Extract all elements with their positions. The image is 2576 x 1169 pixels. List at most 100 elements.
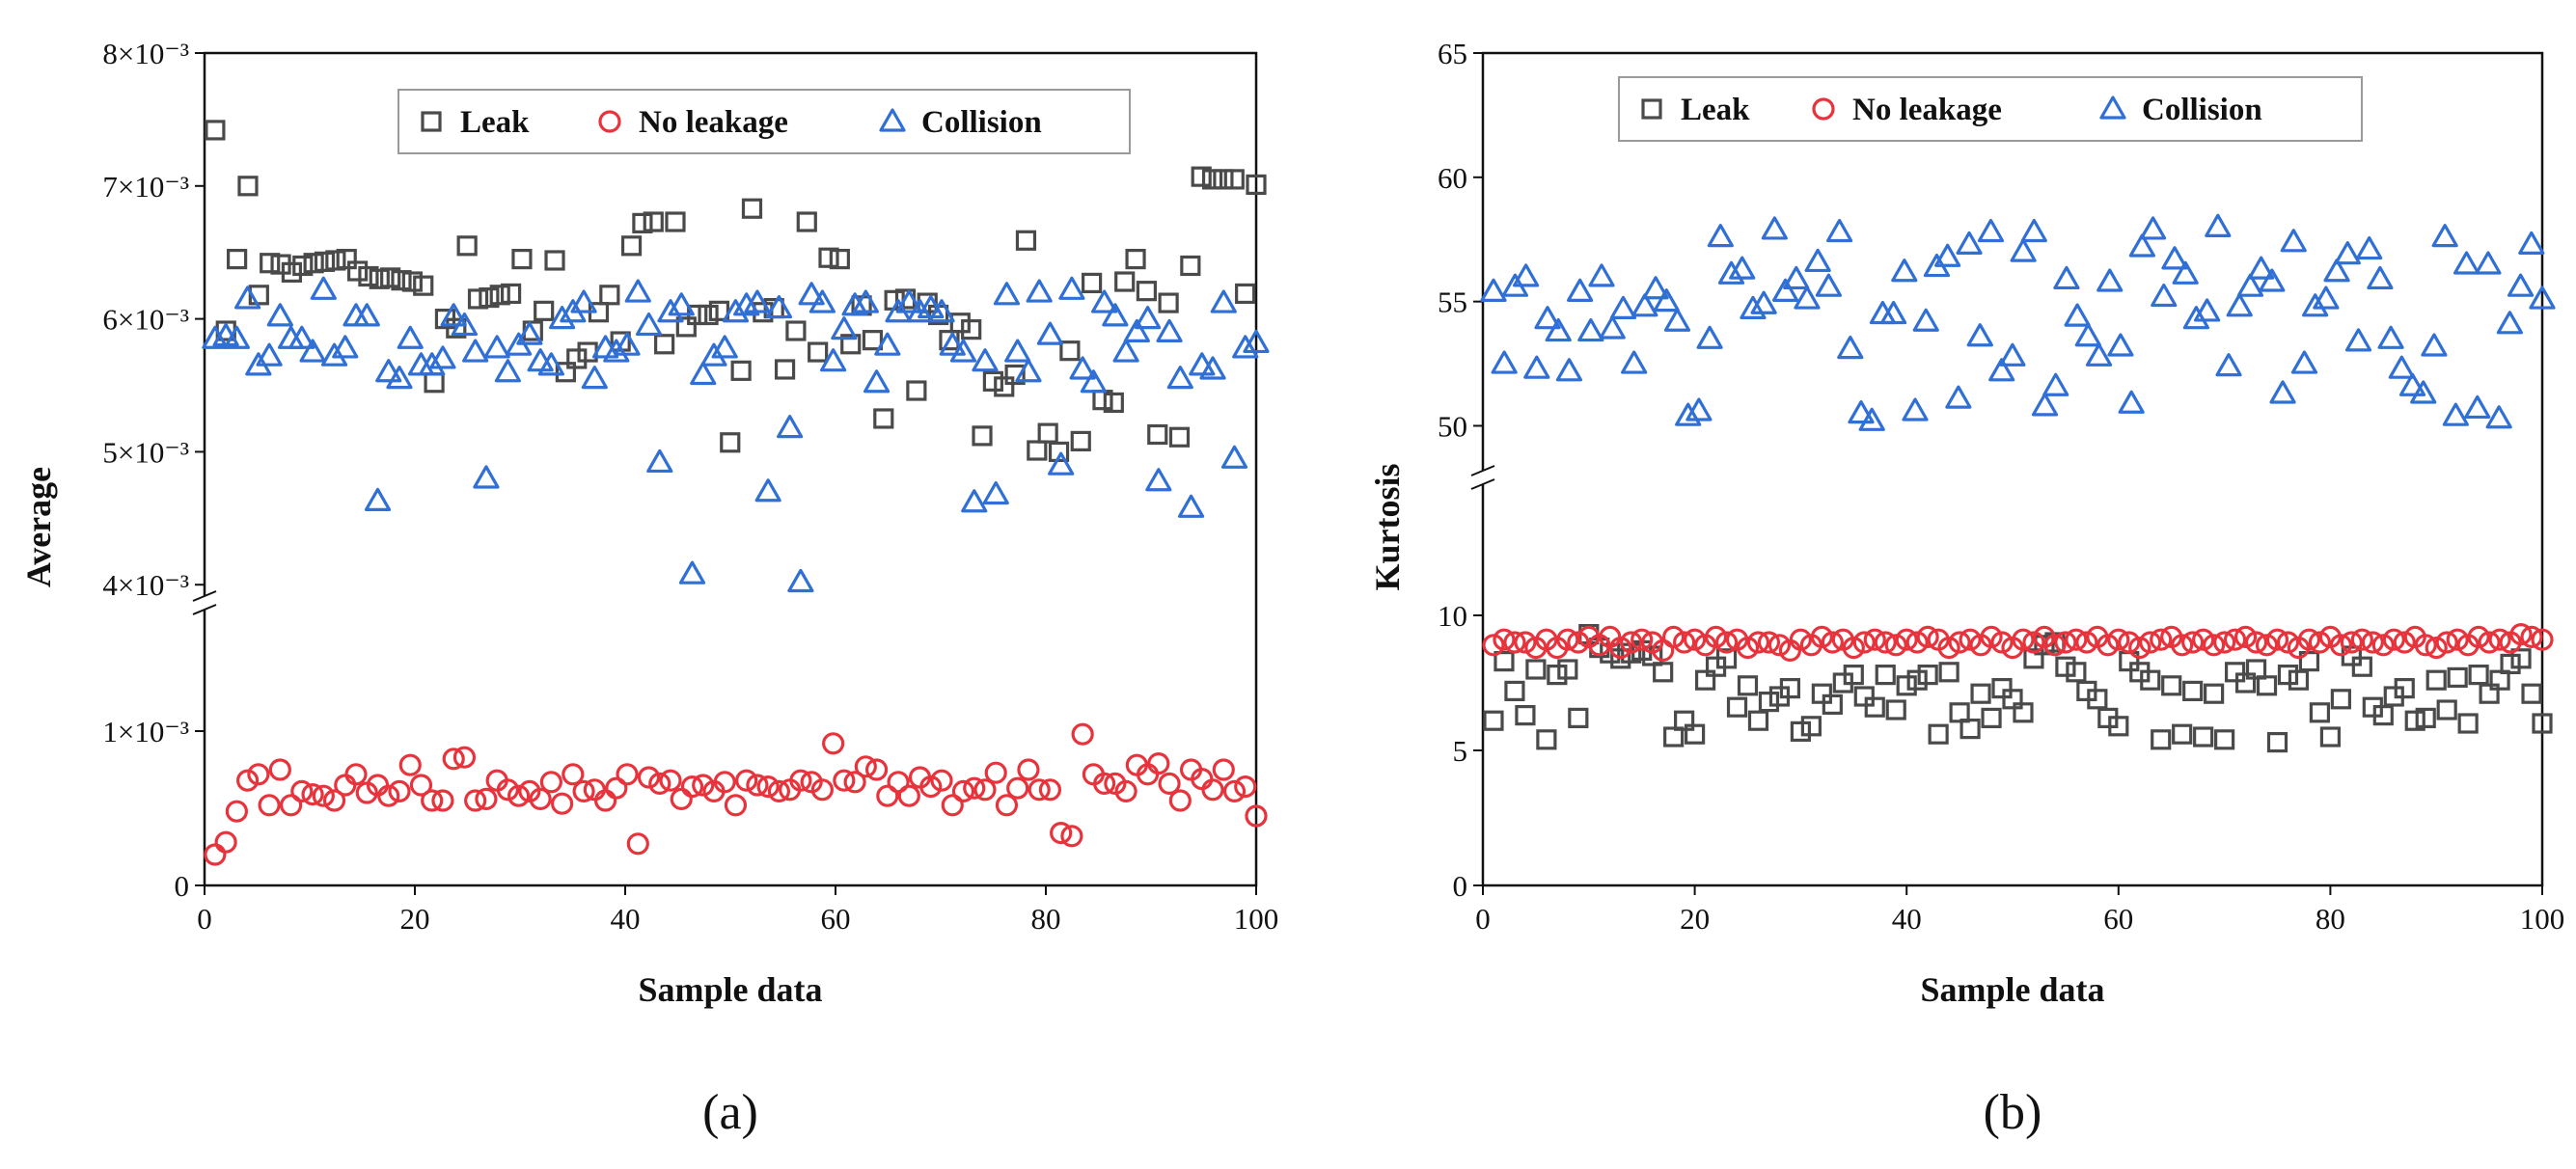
data-point bbox=[1631, 628, 1654, 651]
data-point bbox=[843, 771, 866, 794]
data-point bbox=[1555, 358, 1583, 382]
data-point bbox=[1514, 631, 1537, 654]
data-point bbox=[1006, 776, 1029, 800]
x-tick-label: 100 bbox=[1234, 902, 1279, 936]
data-point bbox=[961, 319, 982, 340]
data-point bbox=[227, 248, 248, 270]
data-point bbox=[1891, 258, 1918, 283]
legend-label: Collision bbox=[2142, 93, 2262, 127]
data-point bbox=[1717, 260, 1745, 285]
data-point bbox=[787, 568, 814, 593]
data-point bbox=[1026, 279, 1053, 303]
data-point bbox=[818, 247, 839, 268]
data-point bbox=[2151, 729, 2172, 750]
data-point bbox=[1015, 230, 1037, 251]
x-tick-label: 0 bbox=[197, 902, 212, 936]
break-mark bbox=[1470, 478, 1495, 490]
data-point bbox=[2139, 216, 2167, 240]
data-point bbox=[555, 362, 576, 383]
data-point bbox=[2075, 631, 2098, 654]
data-point bbox=[2309, 702, 2331, 723]
data-point bbox=[2265, 628, 2289, 651]
data-point bbox=[2023, 648, 2044, 669]
data-point bbox=[2172, 260, 2199, 285]
data-point bbox=[2226, 293, 2253, 317]
data-point bbox=[1902, 397, 1929, 421]
data-point bbox=[635, 312, 663, 337]
data-point bbox=[1991, 677, 2013, 699]
data-point bbox=[1220, 445, 1248, 469]
data-point bbox=[1180, 255, 1201, 277]
data-point bbox=[1125, 248, 1146, 270]
data-point bbox=[1675, 402, 1702, 426]
data-point bbox=[2043, 634, 2067, 657]
data-point bbox=[2532, 713, 2553, 734]
data-point bbox=[2382, 628, 2405, 651]
data-point bbox=[1848, 399, 1875, 424]
data-point bbox=[1245, 804, 1268, 828]
data-point bbox=[1674, 710, 1695, 731]
data-point bbox=[2203, 634, 2226, 657]
data-point bbox=[234, 285, 261, 310]
data-point bbox=[1885, 699, 1906, 720]
data-point bbox=[1959, 628, 1982, 651]
x-axis-title: Sample data bbox=[1920, 970, 2104, 1009]
data-point bbox=[2351, 656, 2372, 677]
data-point bbox=[1201, 169, 1223, 190]
data-point bbox=[1523, 355, 1550, 379]
data-point bbox=[2042, 372, 2069, 396]
data-point bbox=[1758, 691, 1780, 713]
data-point bbox=[1134, 306, 1162, 330]
data-point bbox=[2181, 631, 2205, 654]
data-point bbox=[2107, 333, 2134, 357]
data-point bbox=[735, 769, 758, 792]
data-point bbox=[2313, 285, 2340, 310]
data-point bbox=[1715, 648, 1738, 669]
data-point bbox=[205, 120, 226, 141]
data-point bbox=[1981, 707, 2002, 729]
data-point bbox=[1069, 356, 1096, 380]
data-point bbox=[369, 268, 390, 289]
data-point bbox=[2529, 285, 2556, 310]
data-point bbox=[1536, 729, 1557, 750]
series-collision bbox=[1480, 213, 2556, 431]
data-point bbox=[2204, 683, 2225, 704]
data-point bbox=[1147, 423, 1168, 446]
data-point bbox=[2297, 628, 2321, 651]
data-point bbox=[1114, 779, 1137, 803]
data-point bbox=[1567, 631, 1590, 654]
data-point bbox=[256, 342, 283, 367]
data-point bbox=[1736, 636, 1760, 660]
data-point bbox=[1896, 675, 1917, 696]
data-point bbox=[1210, 289, 1237, 313]
data-point bbox=[599, 285, 620, 306]
data-point bbox=[1729, 256, 1756, 280]
data-point bbox=[1512, 263, 1540, 287]
data-point bbox=[2054, 631, 2077, 654]
data-point bbox=[2425, 636, 2448, 660]
data-point bbox=[483, 335, 510, 359]
data-point bbox=[637, 766, 661, 789]
data-point bbox=[1822, 693, 1843, 716]
data-point bbox=[1746, 631, 1770, 654]
y-tick-label: 5 bbox=[1453, 734, 1468, 768]
data-point bbox=[1112, 339, 1139, 363]
data-point bbox=[2442, 402, 2469, 426]
data-point bbox=[1246, 174, 1267, 196]
y-tick-label: 1×10⁻³ bbox=[102, 715, 189, 748]
data-point bbox=[1937, 636, 1960, 660]
data-point bbox=[2065, 628, 2088, 651]
data-point bbox=[204, 843, 227, 866]
data-point bbox=[2489, 669, 2510, 691]
data-point bbox=[2259, 268, 2286, 292]
data-point bbox=[2485, 405, 2512, 429]
data-point bbox=[2479, 683, 2500, 704]
legend: Leak No leakage Collision bbox=[1618, 76, 2363, 142]
data-point bbox=[534, 300, 555, 321]
data-point bbox=[2404, 710, 2425, 731]
data-point bbox=[854, 755, 877, 778]
data-point bbox=[2340, 631, 2363, 654]
legend-box bbox=[397, 89, 1131, 154]
data-point bbox=[334, 774, 357, 797]
data-point bbox=[1048, 451, 1075, 476]
